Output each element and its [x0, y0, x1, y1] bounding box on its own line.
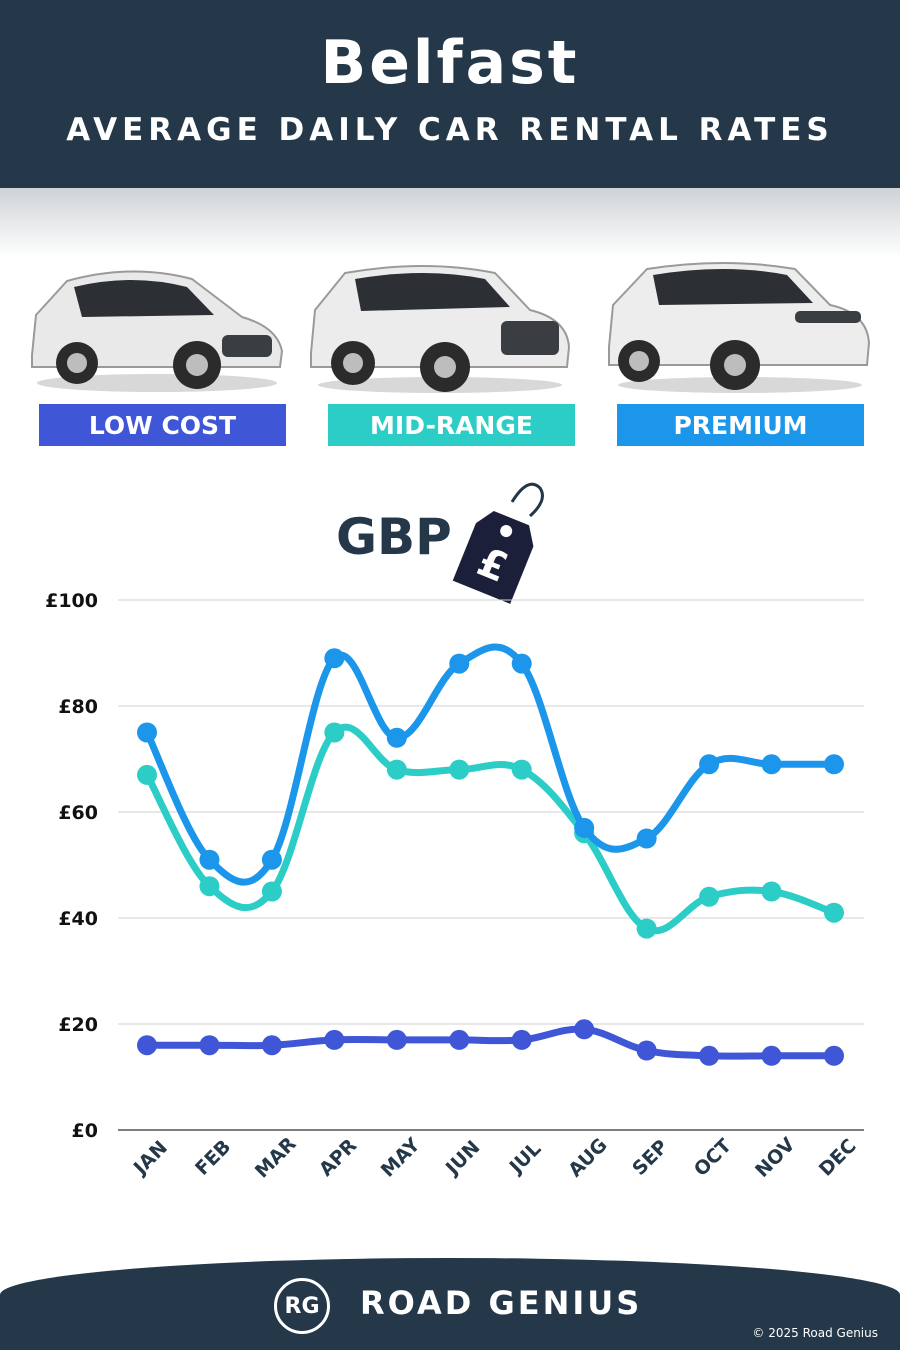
y-tick-label: £40	[58, 908, 98, 930]
y-tick-label: £60	[58, 802, 98, 824]
currency-label: GBP	[336, 508, 452, 566]
x-tick-label: OCT	[690, 1135, 736, 1181]
data-point-premium	[824, 754, 844, 775]
data-point-mid-range	[761, 881, 782, 902]
x-tick-label: JAN	[128, 1137, 172, 1181]
data-point-low-cost	[511, 1029, 532, 1050]
data-point-low-cost	[324, 1029, 345, 1050]
page-subtitle: AVERAGE DAILY CAR RENTAL RATES	[66, 112, 834, 148]
data-point-premium	[199, 849, 220, 870]
x-tick-label: DEC	[815, 1135, 861, 1181]
road-genius-logo: RG	[274, 1278, 330, 1334]
data-point-premium	[761, 754, 782, 775]
data-point-mid-range	[324, 722, 345, 743]
header-shadow	[0, 188, 900, 258]
x-tick-label: NOV	[751, 1133, 799, 1181]
data-point-premium	[386, 727, 407, 748]
data-point-mid-range	[824, 902, 844, 923]
x-tick-label: AUG	[564, 1134, 611, 1181]
legend-mid-range: MID-RANGE	[328, 404, 575, 446]
series-line-low-cost	[143, 1025, 838, 1060]
x-tick-label: JUN	[440, 1136, 484, 1180]
x-tick-label: SEP	[628, 1136, 672, 1180]
y-tick-label: £80	[58, 696, 98, 718]
footer	[0, 1258, 900, 1350]
data-point-low-cost	[386, 1029, 407, 1050]
data-point-mid-range	[699, 886, 720, 907]
data-point-mid-range	[199, 876, 220, 897]
data-point-mid-range	[386, 759, 407, 780]
low-cost-car-image	[31, 270, 284, 392]
legend-low-cost: LOW COST	[39, 404, 286, 446]
data-point-premium	[449, 653, 470, 674]
premium-car-image	[608, 262, 870, 393]
y-tick-label: £0	[72, 1120, 98, 1142]
x-tick-label: MAR	[251, 1133, 301, 1183]
data-point-low-cost	[261, 1035, 282, 1056]
data-point-premium	[261, 849, 282, 870]
y-tick-label: £20	[58, 1014, 98, 1036]
data-point-premium	[137, 722, 157, 743]
data-point-mid-range	[636, 918, 657, 939]
data-point-low-cost	[824, 1045, 844, 1066]
mid-range-car-image	[310, 265, 570, 393]
data-point-low-cost	[761, 1045, 782, 1066]
data-point-premium	[574, 817, 595, 838]
data-point-mid-range	[511, 759, 532, 780]
header: Belfast AVERAGE DAILY CAR RENTAL RATES	[0, 0, 900, 188]
price-tag-icon: £	[452, 482, 544, 604]
data-point-premium	[636, 828, 657, 849]
brand-name: ROAD GENIUS	[360, 1284, 643, 1322]
data-point-low-cost	[636, 1040, 657, 1061]
data-point-premium	[511, 653, 532, 674]
x-tick-label: FEB	[191, 1136, 235, 1180]
data-point-mid-range	[137, 764, 157, 785]
x-tick-label: JUL	[504, 1138, 545, 1179]
data-point-low-cost	[137, 1035, 157, 1056]
legend-premium: PREMIUM	[617, 404, 864, 446]
data-point-low-cost	[699, 1045, 720, 1066]
data-point-mid-range	[449, 759, 470, 780]
data-point-low-cost	[449, 1029, 470, 1050]
data-point-low-cost	[574, 1019, 595, 1040]
copyright: © 2025 Road Genius	[752, 1326, 878, 1340]
data-point-mid-range	[261, 881, 282, 902]
x-tick-label: MAY	[377, 1134, 425, 1182]
page-title: Belfast	[320, 28, 580, 98]
y-tick-label: £100	[45, 590, 98, 612]
data-point-low-cost	[199, 1035, 220, 1056]
data-point-premium	[699, 754, 720, 775]
line-chart: £0 £20 £40 £60 £80 £100 JAN FEB MAR APR MAY JUN JUL A…	[45, 590, 864, 1183]
x-tick-label: APR	[315, 1134, 361, 1180]
data-point-premium	[324, 648, 345, 669]
